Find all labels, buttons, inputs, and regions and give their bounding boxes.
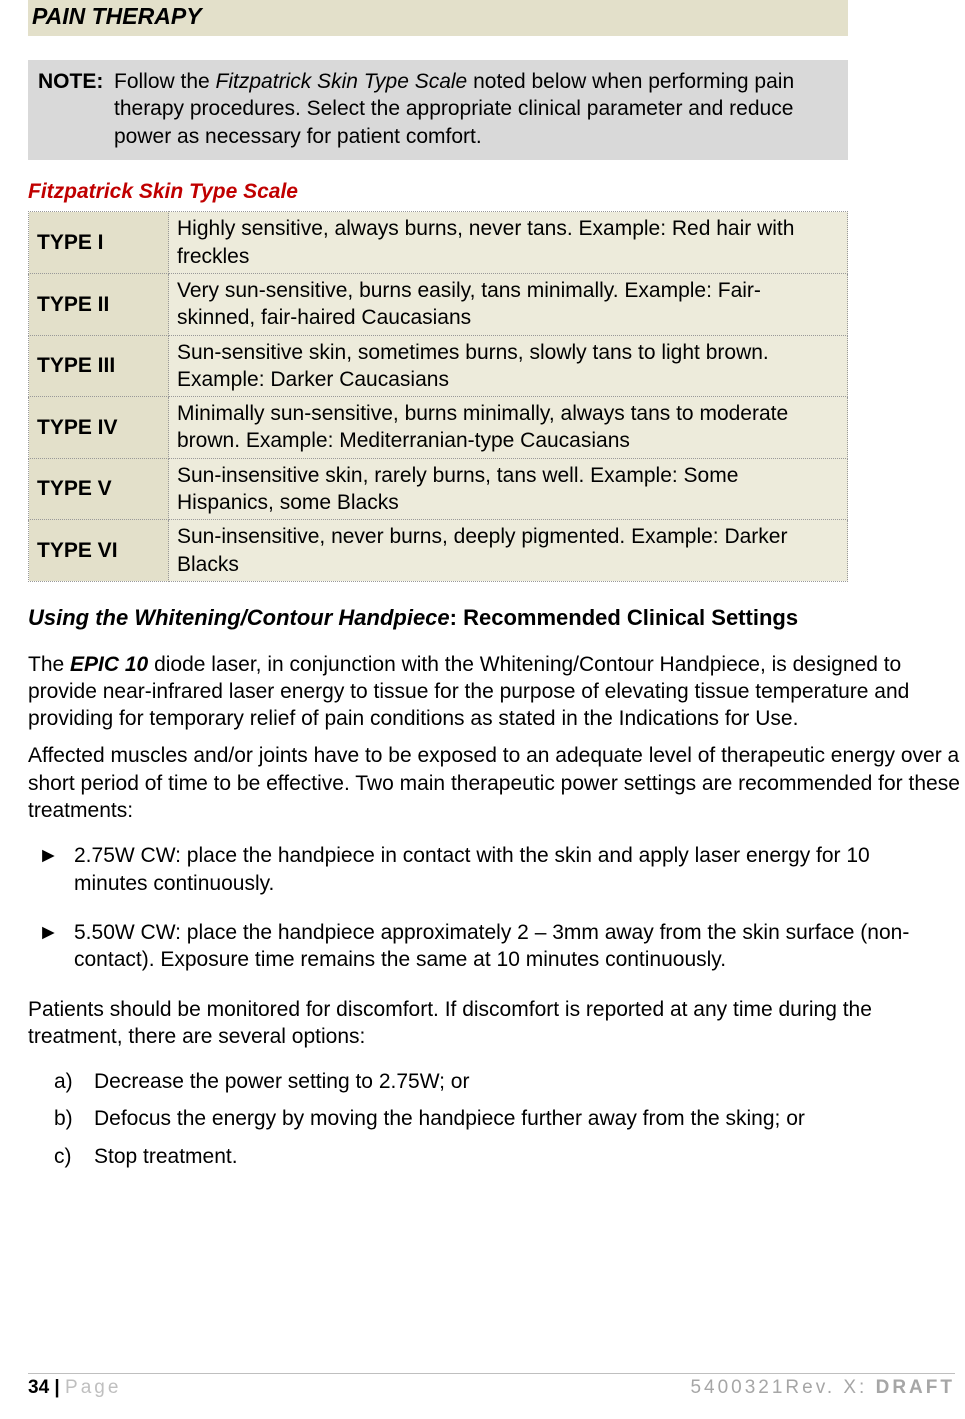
p1bold: EPIC 10 xyxy=(70,653,148,676)
p1a: The xyxy=(28,653,70,676)
option-label: a) xyxy=(54,1068,73,1095)
note-post1: noted below when performing pain xyxy=(467,70,794,93)
doc-code: 5400321Rev. X: xyxy=(690,1377,875,1398)
desc-cell: Sun-insensitive skin, rarely burns, tans… xyxy=(169,458,848,520)
intro-para-1: The EPIC 10 diode laser, in conjunction … xyxy=(28,651,963,733)
list-item: a) Decrease the power setting to 2.75W; o… xyxy=(54,1068,955,1095)
option-label: c) xyxy=(54,1143,72,1170)
note-label: NOTE: xyxy=(38,70,103,93)
page-word: Page xyxy=(65,1377,121,1398)
table-row: TYPE VSun-insensitive skin, rarely burns… xyxy=(29,458,848,520)
note-line2: therapy procedures. Select the appropria… xyxy=(114,97,793,120)
power-settings-list: 2.75W CW: place the handpiece in contact… xyxy=(38,842,955,973)
list-item: b) Defocus the energy by moving the handp… xyxy=(54,1105,955,1132)
desc-cell: Highly sensitive, always burns, never ta… xyxy=(169,212,848,274)
option-label: b) xyxy=(54,1105,73,1132)
table-row: TYPE VISun-insensitive, never burns, dee… xyxy=(29,520,848,582)
table-row: TYPE IIISun-sensitive skin, sometimes bu… xyxy=(29,335,848,397)
footer-right: 5400321Rev. X: DRAFT xyxy=(690,1376,955,1401)
options-list: a) Decrease the power setting to 2.75W; o… xyxy=(54,1068,955,1170)
note-line3: power as necessary for patient comfort. xyxy=(114,125,482,148)
sub-heading-ital: Using the Whitening/Contour Handpiece xyxy=(28,605,450,630)
table-row: TYPE IHighly sensitive, always burns, ne… xyxy=(29,212,848,274)
desc-cell: Sun-sensitive skin, sometimes burns, slo… xyxy=(169,335,848,397)
table-row: TYPE IIVery sun-sensitive, burns easily,… xyxy=(29,273,848,335)
fitzpatrick-heading: Fitzpatrick Skin Type Scale xyxy=(28,178,955,205)
type-cell: TYPE III xyxy=(29,335,169,397)
note-pre: Follow the xyxy=(114,70,216,93)
clinical-settings-heading: Using the Whitening/Contour Handpiece: R… xyxy=(28,604,955,633)
option-text: Stop treatment. xyxy=(94,1145,238,1168)
note-ital: Fitzpatrick Skin Type Scale xyxy=(216,70,468,93)
list-item: 5.50W CW: place the handpiece approximat… xyxy=(38,919,938,974)
sub-heading-rest: : Recommended Clinical Settings xyxy=(450,605,798,630)
desc-cell: Minimally sun-sensitive, burns minimally… xyxy=(169,397,848,459)
type-cell: TYPE IV xyxy=(29,397,169,459)
monitor-para: Patients should be monitored for discomf… xyxy=(28,996,963,1051)
fitzpatrick-table: TYPE IHighly sensitive, always burns, ne… xyxy=(28,211,848,582)
type-cell: TYPE VI xyxy=(29,520,169,582)
type-cell: TYPE V xyxy=(29,458,169,520)
note-box: NOTE: Follow the Fitzpatrick Skin Type S… xyxy=(28,60,848,160)
option-text: Decrease the power setting to 2.75W; or xyxy=(94,1070,469,1093)
intro-para-2: Affected muscles and/or joints have to b… xyxy=(28,742,963,824)
type-cell: TYPE I xyxy=(29,212,169,274)
desc-cell: Very sun-sensitive, burns easily, tans m… xyxy=(169,273,848,335)
desc-cell: Sun-insensitive, never burns, deeply pig… xyxy=(169,520,848,582)
type-cell: TYPE II xyxy=(29,273,169,335)
list-item: 2.75W CW: place the handpiece in contact… xyxy=(38,842,938,897)
section-header: PAIN THERAPY xyxy=(28,0,848,36)
option-text: Defocus the energy by moving the handpie… xyxy=(94,1107,805,1130)
p1b: diode laser, in conjunction with the Whi… xyxy=(28,653,909,731)
list-item: c) Stop treatment. xyxy=(54,1143,955,1170)
draft-label: DRAFT xyxy=(876,1377,955,1398)
page-footer: 34 | Page 5400321Rev. X: DRAFT xyxy=(28,1373,955,1401)
page-number: 34 | xyxy=(28,1377,65,1398)
table-row: TYPE IVMinimally sun-sensitive, burns mi… xyxy=(29,397,848,459)
note-text: Follow the Fitzpatrick Skin Type Scale n… xyxy=(38,68,838,150)
